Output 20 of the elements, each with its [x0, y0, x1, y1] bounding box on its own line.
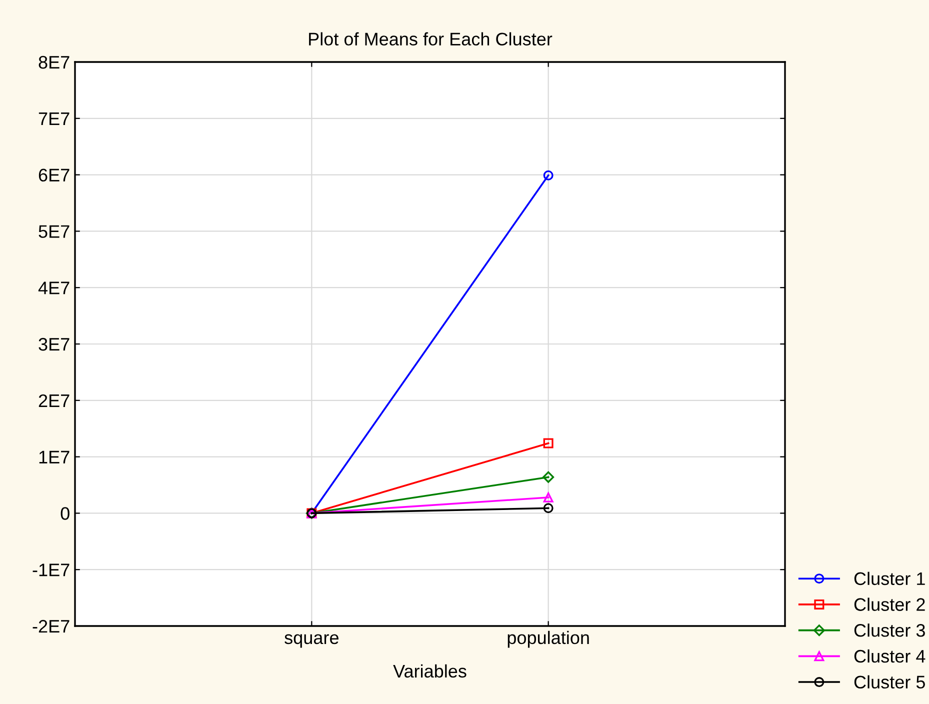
y-tick-label: 0 — [60, 507, 70, 520]
x-tick-label: population — [508, 630, 589, 648]
x-axis-title: Variables — [393, 664, 466, 678]
chart-title: Plot of Means for Each Cluster — [309, 32, 552, 46]
legend-label: Cluster 5 — [854, 675, 925, 689]
y-tick-label: 8E7 — [38, 56, 70, 69]
x-tick-label: square — [284, 634, 338, 648]
y-tick-label: 1E7 — [39, 450, 70, 464]
y-tick-label: 2E7 — [38, 394, 70, 407]
legend-label: Cluster 3 — [854, 624, 925, 637]
y-tick-label: 3E7 — [38, 338, 70, 351]
legend-label: Cluster 1 — [854, 572, 925, 586]
y-tick-label: -1E7 — [32, 564, 70, 576]
y-tick-label: 7E7 — [38, 112, 70, 125]
legend-label: Cluster 4 — [854, 649, 926, 663]
y-tick-label: 6E7 — [38, 168, 70, 182]
y-tick-label: 5E7 — [38, 225, 70, 238]
legend-label: Cluster 2 — [854, 598, 925, 611]
y-tick-label: 4E7 — [38, 282, 70, 294]
y-tick-label: -2E7 — [32, 620, 70, 633]
